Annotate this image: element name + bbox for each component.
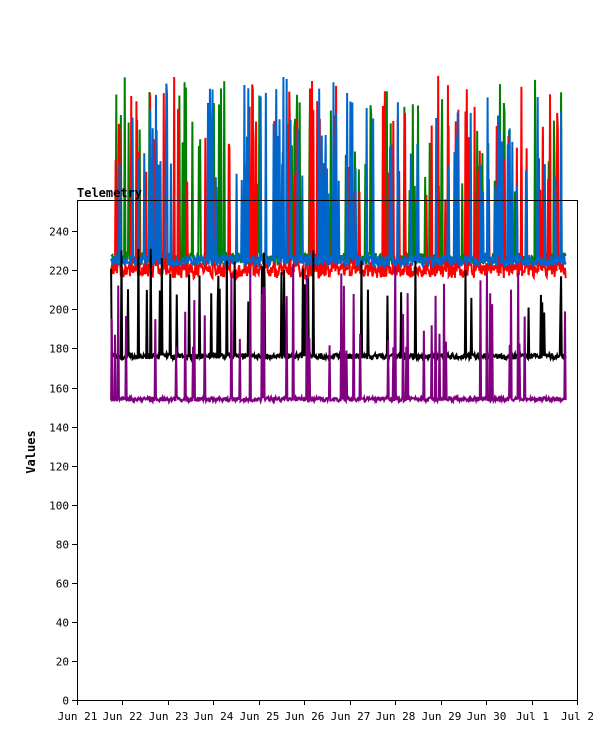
- y-tick-label: 160: [49, 383, 69, 396]
- x-tick-label: Jun 26: [285, 710, 325, 723]
- y-tick-label: 180: [49, 343, 69, 356]
- x-tick-label: Jun 24: [194, 710, 234, 723]
- x-tick-label: Jun 25: [240, 710, 280, 723]
- y-tick-label: 240: [49, 226, 69, 239]
- x-tick-label: Jun 27: [331, 710, 371, 723]
- y-tick-label: 100: [49, 500, 69, 513]
- series-line: [110, 76, 567, 270]
- x-tick-label: Jun 29: [422, 710, 462, 723]
- x-axis: Jun 21 Jun 22 Jun 23 Jun 24 Jun 25 Jun 26 Jun …: [58, 700, 594, 723]
- y-tick-label: 200: [49, 304, 69, 317]
- x-tick-label: Jul 1: [516, 710, 549, 723]
- x-tick-label: Jun 21: [58, 710, 98, 723]
- y-tick-label: 80: [56, 539, 69, 552]
- y-axis: 0 20 40 60 80 100 120 140 160 180 200 220 240: [49, 226, 77, 708]
- x-tick-label: Jul 2: [561, 710, 594, 723]
- series-line: [110, 75, 567, 282]
- y-tick-label: 220: [49, 265, 69, 278]
- series-layer: [110, 75, 567, 406]
- y-tick-label: 0: [62, 695, 69, 708]
- plot-area-frame: [77, 200, 578, 701]
- x-tick-label: Jun 30: [467, 710, 507, 723]
- y-axis-label: Values: [24, 430, 38, 473]
- chart-title: Telemetry: [77, 186, 142, 200]
- x-tick-label: Jun 22: [103, 710, 143, 723]
- y-tick-label: 40: [56, 617, 69, 630]
- y-tick-label: 120: [49, 461, 69, 474]
- y-tick-label: 140: [49, 422, 69, 435]
- y-tick-label: 60: [56, 578, 69, 591]
- x-tick-label: Jun 28: [376, 710, 416, 723]
- x-tick-label: Jun 23: [149, 710, 189, 723]
- y-tick-label: 20: [56, 656, 69, 669]
- series-line: [110, 263, 567, 406]
